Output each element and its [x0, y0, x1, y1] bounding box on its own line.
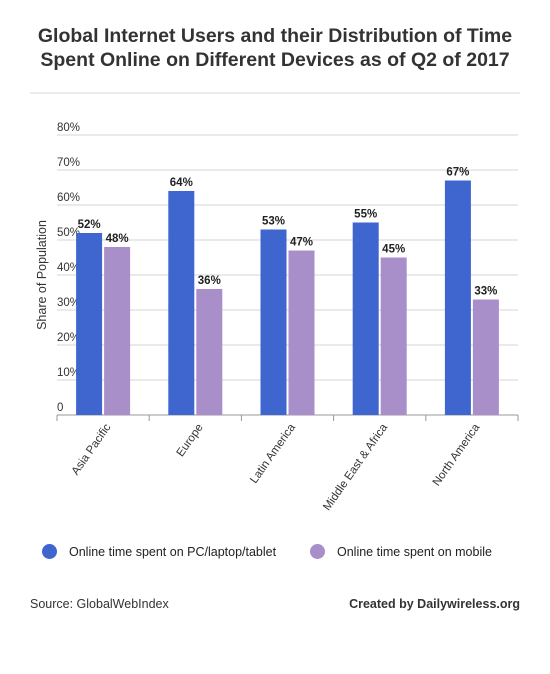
chart-title-line-2: Spent Online on Different Devices as of …	[40, 49, 510, 71]
x-tick-label: Asia Pacific	[70, 422, 114, 478]
legend-item-mobile: Online time spent on mobile	[310, 544, 492, 559]
bar-mobile	[104, 247, 131, 415]
data-label: 33%	[474, 286, 497, 298]
bar-mobile	[380, 257, 407, 415]
bar-pc	[260, 229, 287, 415]
x-tick-label: North America	[431, 421, 483, 488]
y-tick-label: 0	[57, 402, 63, 414]
legend-swatch-pc	[42, 544, 57, 559]
bar-mobile	[288, 250, 315, 415]
bar-pc	[444, 180, 471, 415]
x-tick-label: Europe	[175, 422, 206, 459]
y-tick-label: 60%	[57, 192, 80, 204]
source-note: Source: GlobalWebIndex	[30, 597, 169, 611]
y-axis-title: Share of Population	[35, 220, 49, 330]
bar-mobile	[472, 299, 499, 415]
y-tick-label: 80%	[57, 122, 80, 134]
y-tick-label: 30%	[57, 297, 80, 309]
data-label: 52%	[78, 219, 101, 231]
credit-note: Created by Dailywireless.org	[349, 597, 520, 611]
data-label: 64%	[170, 177, 193, 189]
y-tick-label: 50%	[57, 227, 80, 239]
x-tick-label: Latin America	[248, 421, 298, 485]
y-tick-label: 20%	[57, 332, 80, 344]
y-tick-label: 10%	[57, 367, 80, 379]
x-tick-label: Middle East & Africa	[321, 421, 390, 513]
bar-pc	[76, 233, 103, 415]
chart-title: Global Internet Users and their Distribu…	[0, 24, 550, 72]
data-label: 67%	[446, 167, 469, 179]
bar-pc	[352, 222, 379, 415]
bar-pc	[168, 191, 195, 415]
data-label: 36%	[198, 275, 221, 287]
bar-chart: 0 10% 20% 30% 40% 50% 60% 70% 80% Share of Popula…	[35, 122, 519, 513]
legend-swatch-mobile	[310, 544, 325, 559]
data-label: 48%	[106, 233, 129, 245]
data-label: 47%	[290, 237, 313, 249]
legend-item-pc: Online time spent on PC/laptop/tablet	[42, 544, 276, 559]
bar-mobile	[196, 289, 223, 415]
y-tick-label: 70%	[57, 157, 80, 169]
title-divider	[30, 92, 520, 94]
data-label: 45%	[382, 244, 405, 256]
chart-title-line-1: Global Internet Users and their Distribu…	[37, 25, 513, 47]
y-tick-label: 40%	[57, 262, 80, 274]
data-label: 55%	[354, 209, 377, 221]
legend-label-mobile: Online time spent on mobile	[337, 544, 492, 559]
data-label: 53%	[262, 216, 285, 228]
legend-label-pc: Online time spent on PC/laptop/tablet	[69, 544, 277, 559]
